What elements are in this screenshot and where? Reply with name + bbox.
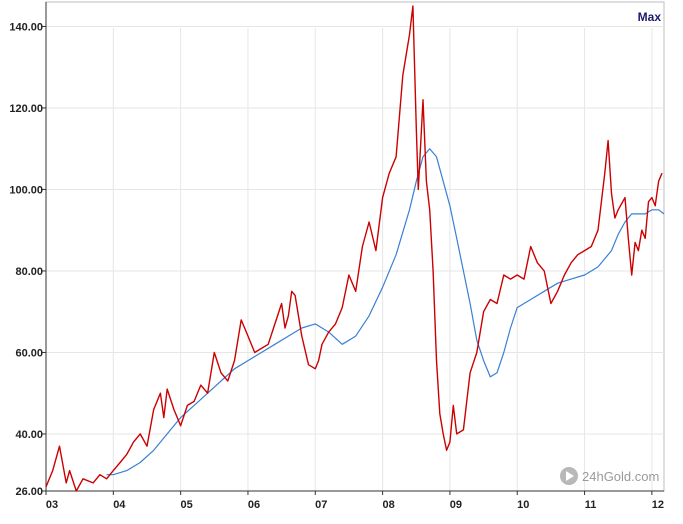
y-tick-label: 60.00 — [15, 347, 43, 359]
x-tick-label: 08 — [382, 499, 394, 511]
y-tick-label: 140.00 — [9, 21, 43, 33]
x-tick-label: 11 — [585, 499, 597, 511]
watermark: 24hGold.com — [560, 467, 659, 485]
x-tick-label: 09 — [450, 499, 462, 511]
x-tick-label: 12 — [652, 499, 664, 511]
x-tick-label: 03 — [46, 499, 58, 511]
x-tick-label: 04 — [113, 499, 126, 511]
y-tick-label: 26.00 — [15, 486, 43, 498]
x-tick-label: 05 — [181, 499, 193, 511]
plot-frame — [45, 1, 665, 492]
y-tick-label: 120.00 — [9, 103, 43, 115]
axes — [42, 2, 664, 495]
price-series-line — [45, 5, 663, 492]
tick-labels: 26.00 40.00 60.00 80.00 100.00 120.00 140.00 03… — [9, 21, 664, 511]
range-label[interactable]: Max — [638, 10, 662, 24]
y-tick-label: 40.00 — [15, 429, 43, 441]
series — [45, 5, 665, 492]
play-icon — [566, 471, 574, 481]
y-tick-label: 100.00 — [9, 184, 43, 196]
y-tick-label: 80.00 — [15, 266, 43, 278]
x-tick-label: 07 — [315, 499, 327, 511]
moving-average-series-line — [106, 148, 665, 476]
watermark-text: 24hGold.com — [582, 469, 659, 484]
x-tick-label: 06 — [248, 499, 260, 511]
grid — [45, 1, 665, 492]
x-tick-label: 10 — [517, 499, 529, 511]
